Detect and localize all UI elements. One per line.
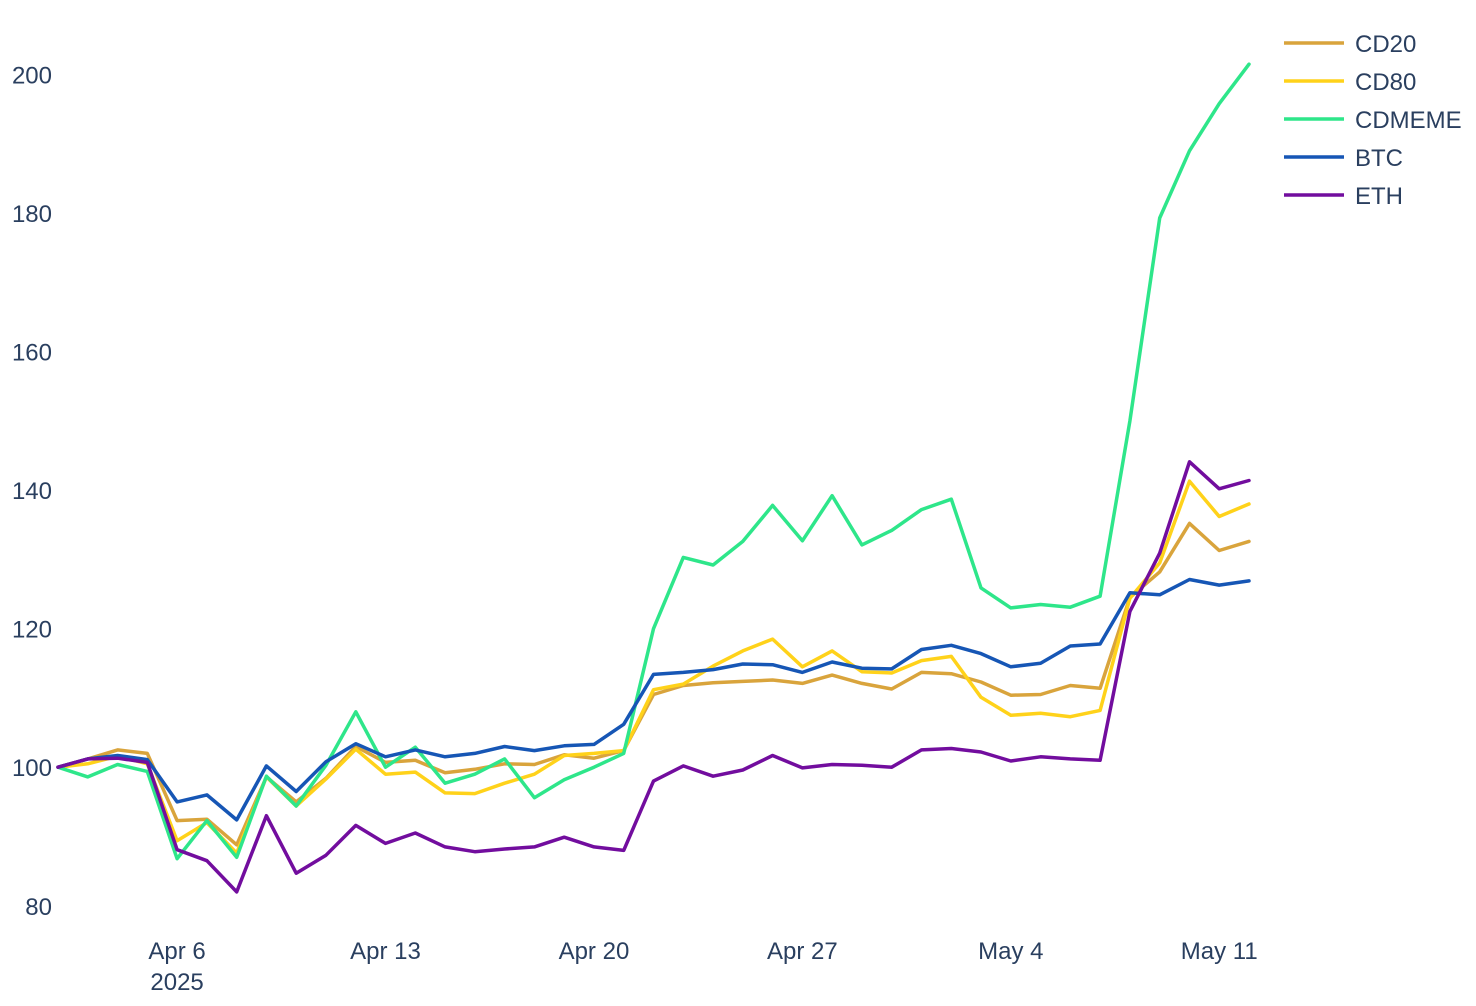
- y-tick-label: 140: [12, 478, 52, 505]
- y-tick-label: 180: [12, 201, 52, 228]
- legend-label: CDMEME: [1355, 107, 1462, 134]
- x-tick-label: Apr 27: [767, 938, 838, 965]
- legend-item-btc[interactable]: BTC: [1284, 145, 1403, 172]
- x-tick-label: Apr 13: [350, 938, 421, 965]
- y-axis: 80 100 120 140 160 180 200: [12, 63, 52, 921]
- legend: CD20 CD80 CDMEME BTC ETH: [1284, 31, 1462, 210]
- x-tick-label: Apr 6: [148, 938, 205, 965]
- legend-label: BTC: [1355, 145, 1403, 172]
- legend-item-cdmeme[interactable]: CDMEME: [1284, 107, 1462, 134]
- series-line-cdmeme: [56, 62, 1251, 861]
- series-line-eth: [56, 460, 1251, 894]
- x-axis: Apr 6 2025 Apr 13 Apr 20 Apr 27 May 4 May 11: [148, 938, 1257, 996]
- series-line-cd80: [56, 479, 1251, 855]
- plot-area: [56, 62, 1251, 894]
- x-tick-sublabel: 2025: [150, 969, 203, 996]
- legend-label: CD80: [1355, 69, 1416, 96]
- legend-label: ETH: [1355, 183, 1403, 210]
- x-tick-label: May 11: [1181, 938, 1258, 965]
- series-line-btc: [56, 577, 1251, 822]
- legend-item-cd80[interactable]: CD80: [1284, 69, 1416, 96]
- y-tick-label: 200: [12, 63, 52, 90]
- legend-item-cd20[interactable]: CD20: [1284, 31, 1416, 58]
- series-line-cd20: [56, 521, 1251, 847]
- legend-label: CD20: [1355, 31, 1416, 58]
- y-tick-label: 100: [12, 755, 52, 782]
- x-tick-label: Apr 20: [559, 938, 630, 965]
- y-tick-label: 120: [12, 617, 52, 644]
- x-tick-label: May 4: [978, 938, 1043, 965]
- y-tick-label: 160: [12, 340, 52, 367]
- legend-item-eth[interactable]: ETH: [1284, 183, 1403, 210]
- y-tick-label: 80: [25, 894, 52, 921]
